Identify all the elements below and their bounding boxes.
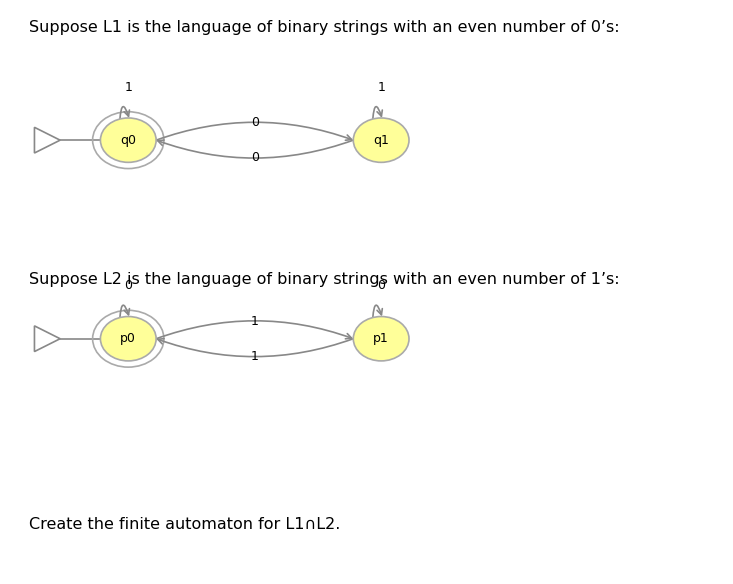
Text: p1: p1 xyxy=(373,332,389,345)
Circle shape xyxy=(100,118,156,162)
Text: 1: 1 xyxy=(125,81,132,93)
Circle shape xyxy=(100,317,156,361)
Text: p0: p0 xyxy=(120,332,136,345)
Text: 0: 0 xyxy=(251,151,259,164)
Text: q0: q0 xyxy=(120,134,136,147)
Circle shape xyxy=(353,317,409,361)
Text: 0: 0 xyxy=(251,116,259,129)
Text: q1: q1 xyxy=(373,134,389,147)
Text: 0: 0 xyxy=(125,279,132,292)
Text: Suppose L1 is the language of binary strings with an even number of 0’s:: Suppose L1 is the language of binary str… xyxy=(29,20,620,36)
Text: Suppose L2 is the language of binary strings with an even number of 1’s:: Suppose L2 is the language of binary str… xyxy=(29,272,620,287)
Text: 1: 1 xyxy=(251,350,259,363)
Text: 0: 0 xyxy=(377,279,385,292)
Text: 1: 1 xyxy=(377,81,385,93)
Text: Create the finite automaton for L1∩L2.: Create the finite automaton for L1∩L2. xyxy=(29,517,341,532)
Circle shape xyxy=(353,118,409,162)
Text: 1: 1 xyxy=(251,315,259,328)
